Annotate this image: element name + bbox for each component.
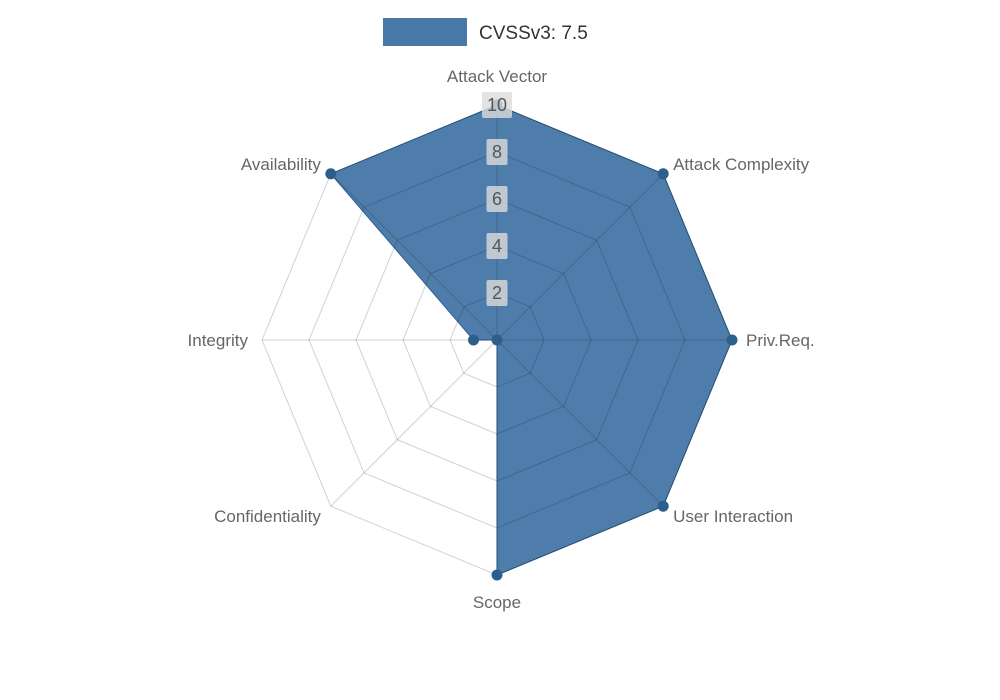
axis-label-priv-req: Priv.Req. [746,331,815,350]
tick-label-box [486,280,508,306]
tick-label: 8 [492,142,502,162]
grid-spoke [330,339,498,507]
tick-label-box [486,186,508,212]
grid-spoke [496,339,664,507]
grid-spoke [496,173,664,341]
legend[interactable]: CVSSv3: 7.5 [383,18,588,46]
legend-swatch[interactable] [383,18,467,46]
radar-plot: 2 4 6 8 10 Attack Vector Attack Complexity Priv… [188,67,815,612]
data-point-user-interaction[interactable] [657,500,669,512]
tick-label: 6 [492,189,502,209]
radar-grid [261,104,733,576]
axis-label-integrity: Integrity [188,331,249,350]
grid-spoke [330,173,498,341]
data-point-integrity[interactable] [468,334,479,346]
grid-ring [449,292,545,388]
data-point-scope[interactable] [491,569,503,581]
tick-label: 2 [492,283,502,303]
axis-label-availability: Availability [241,155,322,174]
axis-label-confidentiality: Confidentiality [214,507,321,526]
grid-ring [355,198,639,482]
data-point-attack-complexity[interactable] [657,168,669,180]
tick-label: 4 [492,236,502,256]
data-point-availability[interactable] [325,168,337,180]
data-point-priv-req[interactable] [726,334,738,346]
grid-ring [402,245,592,435]
legend-label[interactable]: CVSSv3: 7.5 [479,23,588,44]
tick-label-box [486,139,508,165]
axis-label-scope: Scope [473,593,521,612]
tick-label-box [486,233,508,259]
data-point-confidentiality[interactable] [491,334,503,346]
grid-ring [308,151,686,529]
tick-label: 10 [487,95,507,115]
axis-label-attack-complexity: Attack Complexity [673,155,810,174]
axis-label-attack-vector: Attack Vector [447,67,547,86]
tick-label-box [482,92,512,118]
axis-label-user-interaction: User Interaction [673,507,793,526]
